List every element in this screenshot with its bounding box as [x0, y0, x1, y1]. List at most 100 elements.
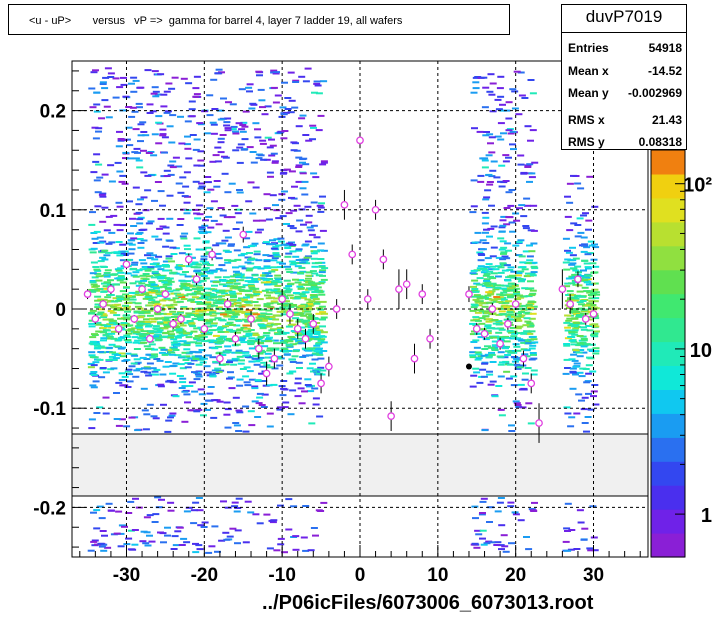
heatmap-cell [204, 371, 212, 374]
heatmap-cell [180, 537, 188, 540]
heatmap-cell [482, 198, 490, 201]
heatmap-cell [568, 358, 576, 361]
heatmap-cell [567, 425, 575, 428]
heatmap-cell [192, 284, 200, 287]
heatmap-cell [515, 274, 522, 277]
heatmap-cell [233, 424, 241, 427]
heatmap-cell [223, 401, 231, 404]
heatmap-cell [168, 260, 175, 263]
heatmap-cell [499, 240, 507, 243]
heatmap-cell [210, 416, 218, 419]
heatmap-cell [514, 404, 522, 406]
heatmap-cell [252, 334, 260, 337]
heatmap-cell [309, 138, 316, 141]
heatmap-cell [90, 386, 98, 389]
heatmap-cell [562, 261, 570, 264]
heatmap-cell [513, 291, 520, 293]
heatmap-cell [294, 295, 302, 298]
heatmap-cell [302, 291, 310, 294]
heatmap-cell [142, 278, 150, 281]
heatmap-cell [580, 351, 588, 354]
heatmap-cell [565, 319, 573, 322]
heatmap-cell [524, 272, 532, 275]
heatmap-cell [169, 114, 177, 117]
heatmap-cell [221, 239, 229, 242]
heatmap-cell [287, 71, 295, 74]
heatmap-cell [209, 329, 216, 332]
heatmap-cell [130, 76, 138, 79]
heatmap-cell [530, 373, 538, 376]
heatmap-cell [313, 333, 321, 335]
heatmap-cell [517, 383, 525, 386]
heatmap-cell [592, 403, 600, 406]
heatmap-cell [498, 524, 506, 527]
heatmap-cell [572, 349, 580, 352]
heatmap-cell [469, 385, 477, 388]
heatmap-cell [311, 272, 319, 275]
heatmap-cell [564, 314, 572, 317]
heatmap-cell [183, 355, 191, 358]
heatmap-cell [136, 231, 144, 234]
heatmap-cell [503, 223, 511, 226]
heatmap-cell [519, 406, 527, 409]
heatmap-cell [295, 340, 303, 342]
heatmap-cell [312, 403, 320, 406]
heatmap-cell [570, 267, 578, 270]
heatmap-cell [266, 291, 273, 294]
heatmap-cell [115, 269, 123, 272]
heatmap-cell [318, 265, 326, 268]
heatmap-cell [273, 71, 280, 74]
heatmap-cell [229, 296, 237, 299]
heatmap-cell [523, 204, 531, 207]
heatmap-cell [254, 128, 261, 131]
heatmap-cell [195, 342, 202, 345]
heatmap-cell [501, 255, 509, 258]
heatmap-cell [312, 297, 320, 300]
profile-point [472, 324, 481, 333]
heatmap-cell [155, 317, 162, 320]
profile-point [348, 250, 357, 259]
heatmap-cell [225, 311, 233, 314]
heatmap-cell [577, 231, 585, 234]
heatmap-cell [185, 506, 193, 509]
heatmap-cell [224, 129, 232, 132]
heatmap-cell [193, 338, 201, 341]
heatmap-cell [247, 339, 255, 342]
heatmap-cell [197, 272, 205, 275]
heatmap-cell [514, 367, 522, 370]
heatmap-cell [132, 341, 140, 344]
heatmap-cell [576, 217, 584, 220]
heatmap-cell [285, 212, 293, 215]
profile-point [216, 354, 224, 363]
heatmap-cell [92, 285, 100, 288]
heatmap-cell [587, 549, 595, 552]
heatmap-cell [228, 243, 235, 246]
heatmap-cell [498, 248, 506, 251]
heatmap-cell [151, 270, 159, 273]
heatmap-cell [285, 528, 293, 531]
heatmap-cell [235, 208, 243, 211]
stats-label: RMS x [568, 113, 605, 127]
heatmap-cell [276, 310, 284, 313]
heatmap-cell [469, 211, 477, 214]
heatmap-cell [269, 521, 277, 524]
heatmap-cell [130, 362, 138, 365]
heatmap-cell [155, 331, 163, 334]
heatmap-cell [87, 366, 95, 369]
colorbar-segment [651, 485, 685, 510]
heatmap-cell [300, 157, 308, 160]
heatmap-cell [487, 275, 494, 278]
heatmap-cell [529, 92, 537, 95]
heatmap-cell [277, 504, 284, 507]
heatmap-cell [522, 225, 530, 227]
heatmap-cell [508, 542, 515, 545]
heatmap-cell [499, 109, 507, 112]
profile-point [402, 280, 411, 289]
heatmap-cell [195, 301, 202, 303]
heatmap-cell [235, 430, 243, 432]
heatmap-cell [185, 82, 193, 85]
heatmap-cell [288, 99, 296, 102]
heatmap-cell [271, 269, 279, 271]
heatmap-cell [473, 546, 481, 549]
profile-point [83, 290, 92, 298]
